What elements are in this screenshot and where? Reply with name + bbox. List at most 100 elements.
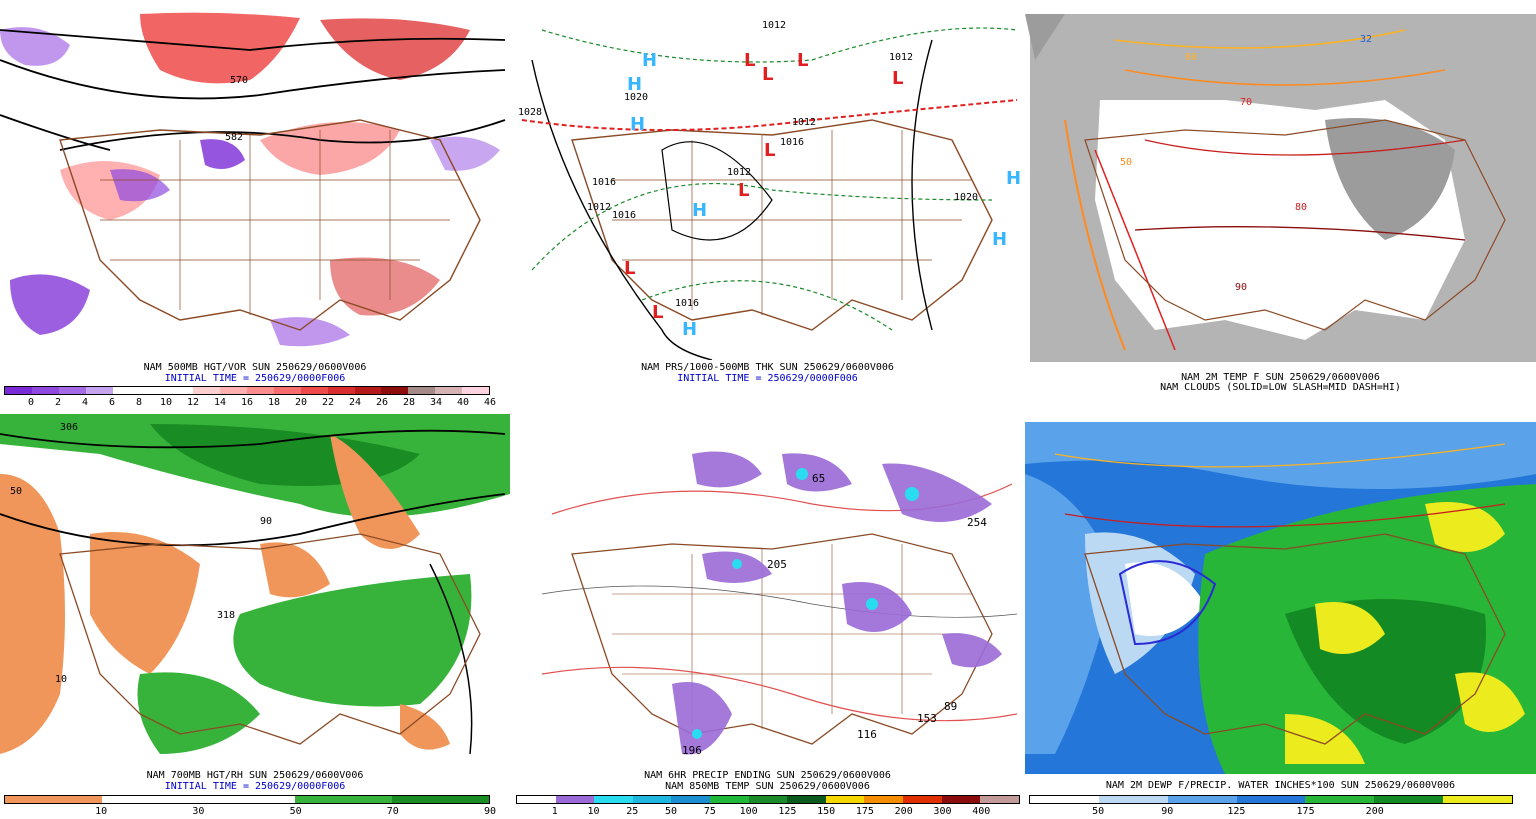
rh-label: 10 — [55, 674, 67, 685]
colorbar-segment — [1167, 796, 1237, 803]
colorbar-segment — [220, 387, 248, 394]
colorbar-tick-label: 50 — [1092, 806, 1105, 817]
colorbar-segment — [671, 796, 711, 803]
high-pressure-marker: H — [630, 114, 645, 135]
colorbar-tick-label: 8 — [135, 397, 143, 408]
low-pressure-marker: L — [762, 64, 773, 85]
high-pressure-marker: H — [1006, 168, 1021, 189]
isobar-label: 1016 — [592, 177, 616, 188]
high-pressure-marker: H — [692, 200, 707, 221]
isobar-label: 1016 — [675, 298, 699, 309]
isobar-label: 1020 — [624, 92, 648, 103]
isobar-label: 1012 — [792, 117, 816, 128]
panel-initial-time: INITIAL TIME = 250629/0000F006 — [164, 781, 346, 792]
isobar-label: 1012 — [889, 52, 913, 63]
isobar-label: 1012 — [762, 20, 786, 31]
temp-label: 32 — [1360, 34, 1372, 45]
colorbar-segment — [748, 796, 788, 803]
isobar-label: 1012 — [727, 167, 751, 178]
low-pressure-marker: L — [764, 140, 775, 161]
colorbar-tick-label: 100 — [739, 806, 758, 817]
colorbar-tick-label: 1 — [551, 806, 558, 817]
colorbar-segment — [139, 387, 167, 394]
colorbar-segment — [198, 796, 296, 803]
precip-colorbar — [516, 795, 1020, 804]
colorbar-tick-label: 20 — [294, 397, 308, 408]
high-pressure-marker: H — [642, 50, 657, 71]
colorbar-segment — [1236, 796, 1306, 803]
panel-initial-time: INITIAL TIME = 250629/0000F006 — [164, 373, 346, 384]
panel-subtitle: NAM 850MB TEMP SUN 250629/0600V006 — [665, 781, 870, 792]
panel-divider — [0, 410, 1536, 414]
precip-max-label: 205 — [767, 558, 787, 571]
colorbar-segment — [1443, 796, 1513, 803]
colorbar-segment — [300, 387, 328, 394]
precip-max-label: 254 — [967, 516, 987, 529]
colorbar-tick-label: 125 — [1227, 806, 1246, 817]
isobar-label: 1020 — [954, 192, 978, 203]
panel-title: NAM 2M TEMP F SUN 250629/0600V006 — [1181, 372, 1380, 383]
low-pressure-marker: L — [892, 68, 903, 89]
colorbar-tick-label: 40 — [456, 397, 470, 408]
colorbar-segment — [594, 796, 633, 803]
colorbar-segment — [1374, 796, 1444, 803]
precip-max-label: 89 — [944, 700, 957, 713]
pwat-colorbar-ticks: 50 90 125 175 200 — [1029, 806, 1513, 818]
temp-label: 70 — [1240, 97, 1252, 108]
rh-label: 50 — [10, 486, 22, 497]
colorbar-segment — [392, 796, 489, 803]
precip-max-label: 116 — [857, 728, 877, 741]
colorbar-tick-label: 75 — [703, 806, 716, 817]
temp-label: 80 — [1295, 202, 1307, 213]
colorbar-tick-label: 22 — [321, 397, 335, 408]
colorbar-tick-label: 10 — [159, 397, 173, 408]
rh-label: 90 — [260, 516, 272, 527]
colorbar-segment — [354, 387, 382, 394]
low-pressure-marker: L — [744, 50, 755, 71]
dewpoint-pwat-map — [1025, 422, 1536, 774]
panel-title: NAM 700MB HGT/RH SUN 250629/0600V006 — [146, 770, 364, 781]
temp-label: 60 — [1185, 52, 1197, 63]
colorbar-tick-label: 50 — [289, 806, 302, 817]
colorbar-tick-label: 175 — [1296, 806, 1315, 817]
colorbar-tick-label: 10 — [95, 806, 108, 817]
panel-subtitle: NAM CLOUDS (SOLID=LOW SLASH=MID DASH=HI) — [1160, 382, 1401, 393]
colorbar-segment — [825, 796, 865, 803]
colorbar-segment — [980, 796, 1019, 803]
colorbar-tick-label: 12 — [186, 397, 200, 408]
panel-pressure-thickness: H H H H H H H L L L L L L L L 1012 1012 … — [512, 0, 1023, 410]
colorbar-tick-label: 125 — [778, 806, 797, 817]
colorbar-tick-label: 50 — [665, 806, 678, 817]
colorbar-segment — [31, 387, 59, 394]
low-pressure-marker: L — [624, 258, 635, 279]
pwat-colorbar — [1029, 795, 1513, 804]
panel-dewpoint-pwat: NAM 2M DEWP F/PRECIP. WATER INCHES*100 S… — [1025, 414, 1536, 819]
high-pressure-marker: H — [682, 319, 697, 340]
colorbar-segment — [381, 387, 409, 394]
low-pressure-marker: L — [797, 50, 808, 71]
colorbar-segment — [247, 387, 274, 394]
panel-6hr-precip: 65 205 254 153 116 196 89 NAM 6HR PRECIP… — [512, 414, 1023, 819]
colorbar-tick-label: 70 — [386, 806, 399, 817]
colorbar-tick-label: 30 — [192, 806, 205, 817]
panel-divider — [1023, 0, 1025, 819]
high-pressure-marker: H — [627, 74, 642, 95]
colorbar-segment — [273, 387, 301, 394]
precip-max-label: 65 — [812, 472, 825, 485]
low-pressure-marker: L — [652, 302, 663, 323]
low-pressure-marker: L — [738, 180, 749, 201]
colorbar-segment — [787, 796, 826, 803]
vorticity-colorbar — [4, 386, 490, 395]
colorbar-tick-label: 300 — [933, 806, 952, 817]
panel-title: NAM PRS/1000-500MB THK SUN 250629/0600V0… — [641, 362, 894, 373]
colorbar-tick-label: 6 — [108, 397, 116, 408]
colorbar-tick-label: 0 — [27, 397, 35, 408]
colorbar-segment — [193, 387, 221, 394]
colorbar-segment — [903, 796, 942, 803]
panel-700mb-rh: 50 90 10 306 318 NAM 700MB HGT/RH SUN 25… — [0, 414, 510, 819]
colorbar-segment — [462, 387, 490, 394]
panel-title: NAM 2M DEWP F/PRECIP. WATER INCHES*100 S… — [1105, 780, 1456, 791]
precipitation-map: 65 205 254 153 116 196 89 — [541, 451, 1018, 757]
colorbar-segment — [1030, 796, 1099, 803]
isobar-label: 1012 — [587, 202, 611, 213]
